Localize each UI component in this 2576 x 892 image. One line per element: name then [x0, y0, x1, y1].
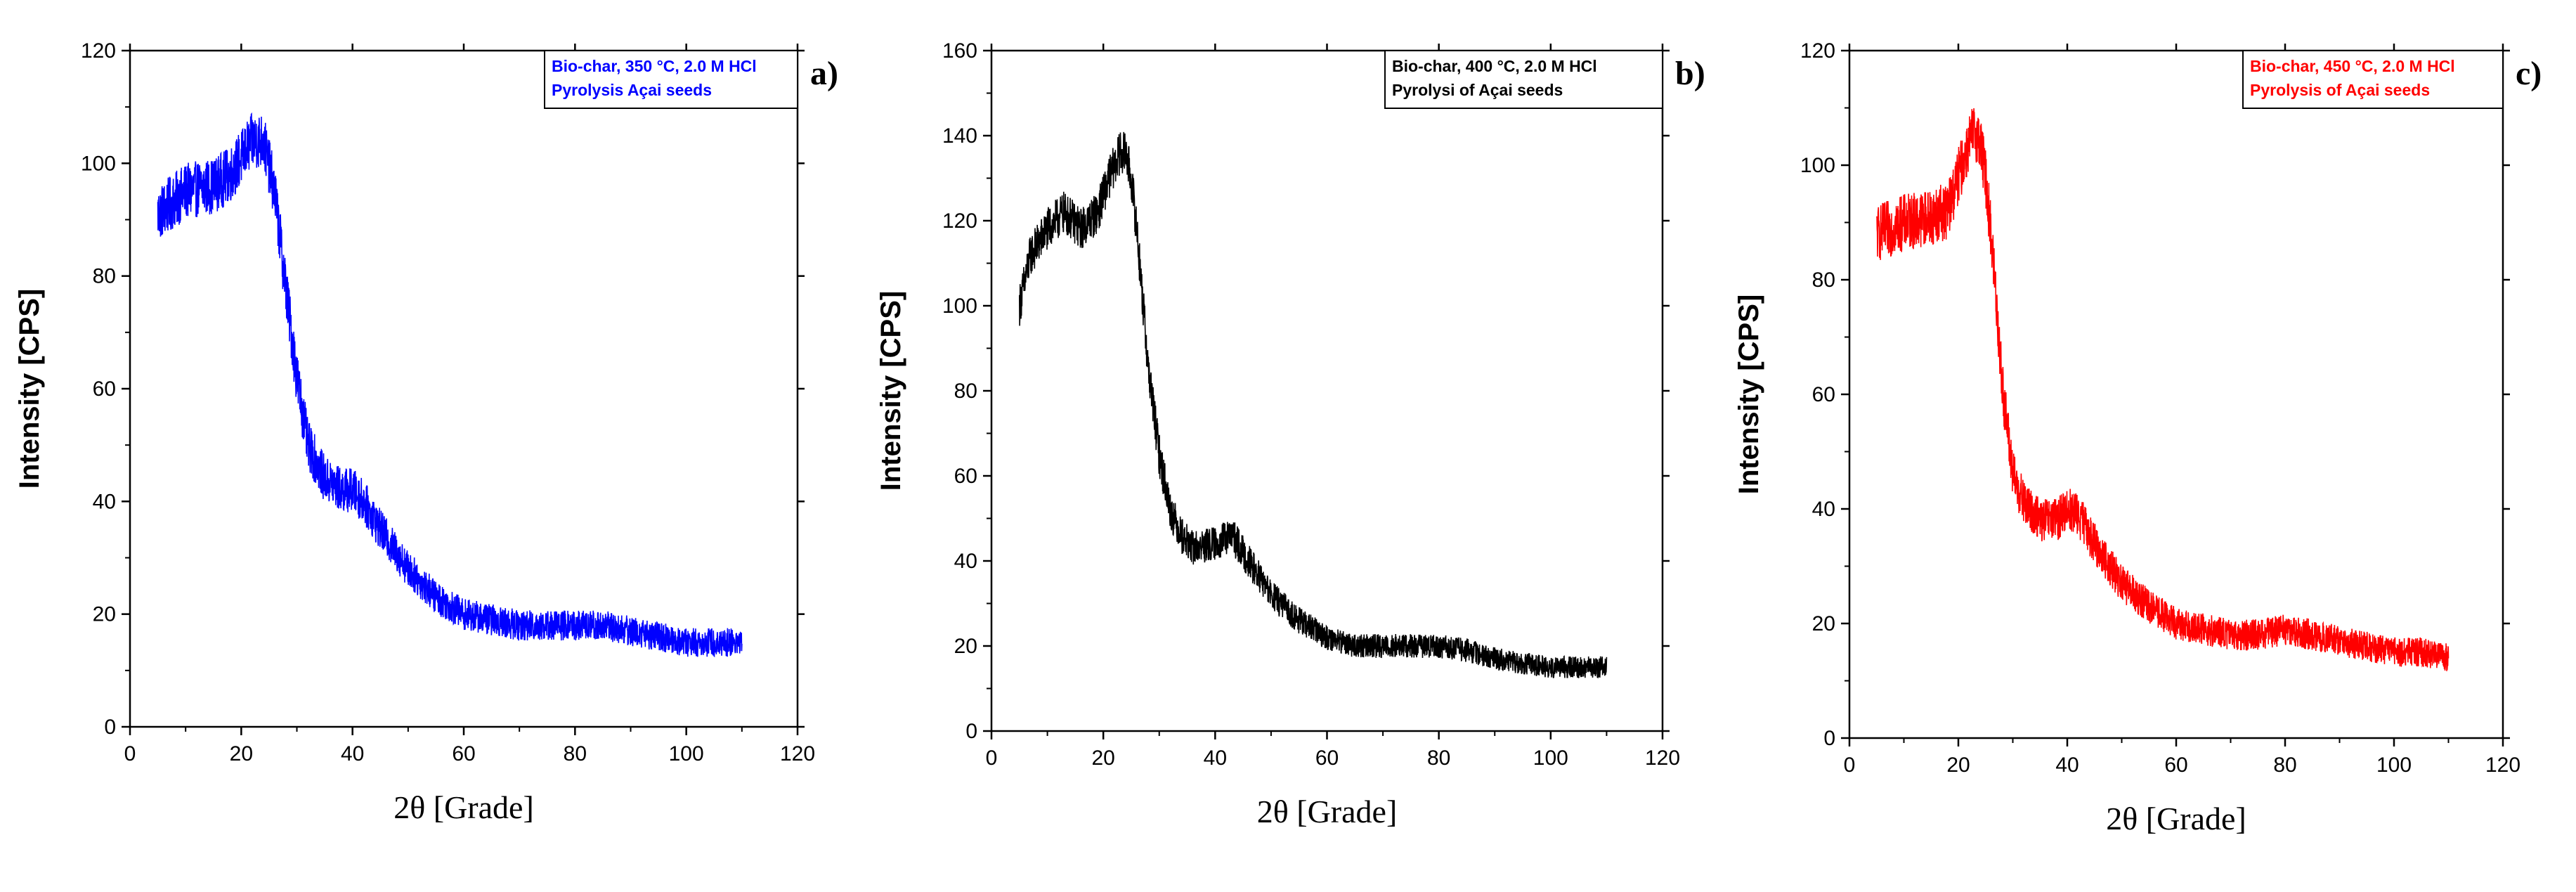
y-axis-title: Intensity [CPS] — [14, 289, 45, 489]
series-line — [1875, 108, 2450, 671]
chart-panel-c: 0 20 40 60 80 100 120 0 20 40 60 80 100 120 2θ [Grade]… — [1733, 39, 2542, 836]
legend-entry: Pyrolysis Açai seeds — [552, 81, 712, 99]
y-tick-label: 0 — [965, 720, 977, 743]
x-tick-label: 0 — [1844, 754, 1856, 777]
legend-entry: Bio-char, 350 °C, 2.0 M HCl — [552, 57, 757, 75]
y-tick-label: 40 — [1812, 498, 1835, 521]
x-tick-label: 120 — [780, 742, 815, 765]
x-tick-label: 80 — [1427, 746, 1450, 770]
y-tick-label: 80 — [954, 380, 977, 403]
y-tick-label: 0 — [104, 716, 116, 739]
x-tick-label: 100 — [669, 742, 704, 765]
y-tick-label: 60 — [93, 377, 116, 401]
series-line — [1018, 131, 1608, 679]
x-tick-label: 20 — [1946, 754, 1970, 777]
y-tick-label: 100 — [942, 295, 977, 318]
y-tick-label: 140 — [942, 124, 977, 148]
series-line — [157, 112, 743, 658]
x-tick-label: 80 — [2273, 754, 2296, 777]
x-tick-label: 0 — [986, 746, 998, 770]
y-tick-label: 40 — [93, 490, 116, 513]
y-tick-label: 120 — [1800, 39, 1835, 63]
panel-label: c) — [2516, 55, 2542, 92]
y-tick-label: 80 — [93, 265, 116, 288]
panel-label: a) — [810, 55, 838, 92]
legend-entry: Bio-char, 400 °C, 2.0 M HCl — [1392, 57, 1597, 75]
y-tick-label: 20 — [954, 635, 977, 658]
y-tick-label: 100 — [1800, 154, 1835, 177]
y-tick-label: 20 — [93, 603, 116, 626]
legend-box — [2242, 50, 2504, 109]
y-tick-label: 160 — [942, 39, 977, 63]
x-tick-label: 60 — [452, 742, 475, 765]
panel-label: b) — [1675, 55, 1705, 92]
legend-entry: Pyrolysis of Açai seeds — [2250, 81, 2430, 99]
legend-box — [1384, 50, 1663, 109]
x-tick-label: 60 — [1315, 746, 1339, 770]
y-axis-title: Intensity [CPS] — [1733, 295, 1764, 494]
x-tick-label: 100 — [2376, 754, 2412, 777]
y-tick-label: 120 — [942, 209, 977, 233]
x-axis-title: 2θ [Grade] — [393, 789, 534, 825]
y-tick-label: 100 — [81, 152, 116, 175]
y-tick-label: 120 — [81, 39, 116, 63]
x-tick-label: 20 — [230, 742, 253, 765]
x-tick-label: 100 — [1533, 746, 1568, 770]
x-tick-label: 40 — [341, 742, 364, 765]
chart-panel-b: 0 20 40 60 80 100 120 0 20 40 60 80 100 120 140 160 2θ [… — [876, 39, 1705, 829]
y-tick-label: 40 — [954, 550, 977, 573]
y-tick-label: 80 — [1812, 269, 1835, 292]
legend-entry: Pyrolysi of Açai seeds — [1392, 81, 1563, 99]
x-tick-label: 40 — [2055, 754, 2079, 777]
x-tick-label: 60 — [2164, 754, 2187, 777]
x-tick-label: 20 — [1091, 746, 1114, 770]
y-tick-label: 20 — [1812, 612, 1835, 635]
y-tick-label: 60 — [954, 465, 977, 488]
x-tick-label: 120 — [2485, 754, 2520, 777]
x-tick-label: 120 — [1645, 746, 1680, 770]
x-tick-label: 40 — [1204, 746, 1227, 770]
x-tick-label: 80 — [564, 742, 587, 765]
x-axis-title: 2θ [Grade] — [2106, 801, 2246, 836]
y-tick-label: 60 — [1812, 383, 1835, 406]
x-axis-title: 2θ [Grade] — [1257, 794, 1398, 829]
legend-entry: Bio-char, 450 °C, 2.0 M HCl — [2250, 57, 2455, 75]
y-tick-label: 0 — [1823, 727, 1835, 750]
x-tick-label: 0 — [124, 742, 136, 765]
y-axis-title: Intensity [CPS] — [876, 291, 906, 491]
chart-panel-a: 0 20 40 60 80 100 120 0 20 40 60 80 100 120 2θ [Grade]… — [14, 39, 838, 825]
legend-box — [544, 50, 798, 109]
